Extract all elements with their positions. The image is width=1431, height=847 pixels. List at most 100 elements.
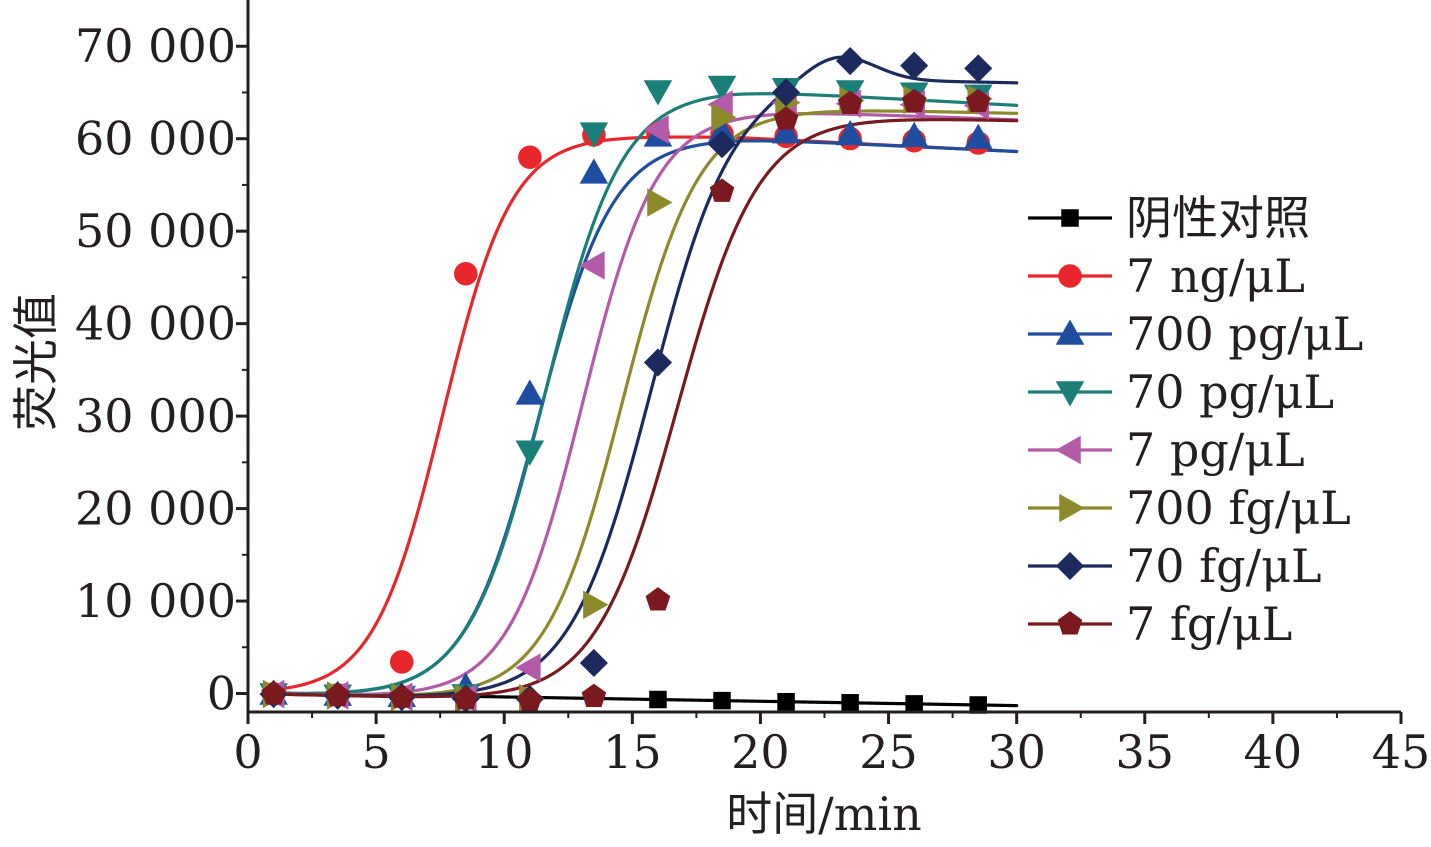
legend-label: 7 fg/μL — [1126, 597, 1292, 651]
legend-item: 7 fg/μL — [1028, 597, 1292, 651]
legend-marker — [1055, 551, 1085, 581]
legend-item: 70 fg/μL — [1028, 539, 1322, 593]
series-3-point — [771, 118, 801, 144]
series-6-point — [711, 103, 737, 132]
legend-marker — [1055, 381, 1085, 407]
series-7-line — [272, 55, 1019, 698]
legend-item: 7 ng/μL — [1028, 249, 1305, 303]
y-tick-label: 60 000 — [75, 112, 236, 166]
legend-label: 阴性对照 — [1126, 191, 1310, 245]
series-7-markers — [259, 46, 993, 714]
legend-marker — [1059, 493, 1085, 523]
series-3-point — [579, 158, 609, 184]
series-4-point — [643, 80, 673, 106]
series-7-point — [643, 348, 673, 377]
series-2-point — [454, 261, 478, 286]
series-3-point — [899, 121, 929, 148]
series-2-point — [518, 145, 542, 169]
y-tick-label: 30 000 — [75, 389, 236, 443]
series-4-line — [272, 92, 1019, 696]
series-markers — [259, 46, 993, 714]
series-1-point — [841, 694, 859, 712]
legend-item: 700 pg/μL — [1028, 307, 1363, 361]
series-7-point — [707, 130, 737, 159]
series-8-markers — [261, 88, 991, 711]
x-tick-label: 45 — [1372, 725, 1431, 779]
legend-marker — [1057, 611, 1083, 635]
series-1-markers — [649, 690, 987, 714]
series-7-point — [900, 51, 929, 80]
x-axis-title: 时间/min — [726, 787, 921, 841]
series-3-markers — [259, 117, 993, 707]
series-4-point — [515, 440, 545, 466]
series-1-point — [777, 692, 795, 711]
series-5-point — [643, 115, 669, 144]
series-3-point — [963, 123, 993, 149]
series-2-markers — [261, 121, 990, 707]
legend-label: 7 pg/μL — [1126, 423, 1305, 477]
legend-label: 70 pg/μL — [1126, 365, 1334, 419]
axis-ticks: 0 5 10 15 20 25 30 35 40 45 0 10 000 20 000 30 000 40 … — [75, 19, 1430, 779]
series-4-point — [579, 122, 609, 148]
series-3-point — [835, 119, 865, 146]
legend-marker — [1061, 209, 1079, 227]
series-6-markers — [262, 84, 993, 713]
y-tick-label: 0 — [207, 667, 236, 721]
legend-marker — [1055, 435, 1081, 465]
legend-marker — [1055, 319, 1085, 345]
legend-label: 700 fg/μL — [1126, 481, 1351, 535]
x-tick-label: 15 — [603, 725, 662, 779]
x-tick-label: 10 — [475, 725, 534, 779]
series-8-point — [581, 683, 607, 708]
series-1-point — [713, 691, 731, 710]
y-tick-label: 20 000 — [75, 482, 236, 536]
y-axis-title: 荧光值 — [9, 293, 63, 431]
legend-marker — [1058, 264, 1082, 288]
legend-item: 70 pg/μL — [1028, 365, 1334, 419]
series-6-point — [647, 188, 673, 217]
legend-item: 阴性对照 — [1028, 191, 1310, 245]
y-tick-label: 40 000 — [75, 297, 236, 351]
series-8-point — [517, 687, 543, 711]
series-8-point — [709, 178, 735, 202]
series-5-point — [515, 653, 541, 682]
x-tick-label: 25 — [859, 725, 918, 779]
series-8-point — [453, 685, 479, 710]
series-2-point — [389, 650, 414, 674]
series-3-point — [515, 379, 545, 405]
series-1-point — [649, 690, 667, 709]
series-8-point — [389, 684, 414, 708]
legend-label: 7 ng/μL — [1126, 249, 1305, 303]
series-7-point — [772, 78, 801, 107]
series-4-point — [707, 75, 737, 101]
y-tick-label: 50 000 — [75, 204, 236, 258]
series-7-point — [964, 54, 993, 83]
x-tick-label: 30 — [987, 725, 1046, 779]
legend-item: 700 fg/μL — [1028, 481, 1351, 535]
series-1-point — [905, 695, 923, 713]
y-tick-label: 70 000 — [75, 19, 236, 73]
series-8-point — [645, 587, 671, 611]
legend-label: 70 fg/μL — [1126, 539, 1322, 593]
series-5-point — [579, 251, 605, 280]
x-tick-label: 0 — [233, 725, 262, 779]
legend-item: 7 pg/μL — [1028, 423, 1305, 477]
series-8-point — [773, 106, 799, 130]
series-8-point — [261, 681, 286, 705]
x-tick-label: 40 — [1244, 725, 1303, 779]
series-8-point — [837, 90, 863, 115]
series-curves — [272, 55, 1019, 708]
x-tick-label: 20 — [731, 725, 790, 779]
x-tick-label: 5 — [361, 725, 390, 779]
series-7-point — [579, 648, 608, 678]
series-6-point — [583, 590, 609, 620]
legend-label: 700 pg/μL — [1126, 307, 1363, 361]
series-7-point — [836, 46, 865, 76]
series-8-point — [325, 682, 350, 707]
x-tick-label: 35 — [1116, 725, 1175, 779]
series-8-point — [901, 88, 927, 113]
series-8-point — [965, 88, 991, 113]
